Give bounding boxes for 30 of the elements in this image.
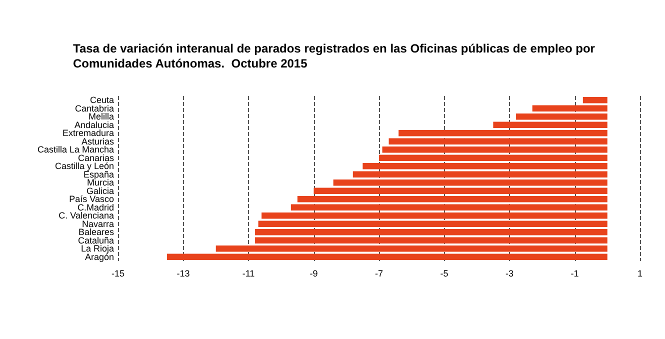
y-tick-label: Ceuta — [90, 95, 114, 106]
x-tick-label: -5 — [440, 268, 448, 278]
chart-title: Tasa de variación interanual de parados registrados en las Oficinas públicas de empleo por Comunidades Autónomas. Octubre 2015 — [73, 42, 596, 70]
x-tick-label: -1 — [570, 268, 579, 278]
y-tick-label: España — [83, 169, 114, 180]
y-tick-label: País Vasco — [69, 194, 114, 204]
y-tick-label: Murcia — [86, 178, 114, 188]
y-tick-label: Extremadura — [62, 128, 114, 138]
x-tick-label: -9 — [310, 268, 318, 278]
y-tick-label: Cataluña — [78, 235, 114, 246]
y-tick-label: Cantabria — [74, 103, 114, 114]
y-tick-label: Galicia — [86, 186, 114, 196]
y-tick-label: C. Valenciana — [58, 210, 114, 221]
y-tick-label: Melilla — [88, 112, 114, 122]
y-tick-label: Andalucia — [74, 120, 114, 130]
x-tick-label: 1 — [637, 268, 643, 278]
y-tick-label: Navarra — [82, 218, 114, 229]
y-tick-label: Canarias — [78, 152, 114, 163]
y-tick-label: Asturias — [81, 136, 114, 146]
y-tick-label: La Rioja — [80, 244, 114, 254]
y-tick-label: Baleares — [78, 227, 114, 238]
y-tick-label: C.Madrid — [77, 202, 114, 212]
x-tick-label: -13 — [176, 268, 190, 278]
x-tick-label: -15 — [111, 268, 125, 278]
x-tick-label: -3 — [505, 268, 514, 278]
y-tick-label: Castilla La Mancha — [37, 144, 114, 155]
x-tick-label: -11 — [242, 268, 255, 278]
y-tick-label: Aragón — [84, 252, 114, 262]
x-tick-label: -7 — [374, 268, 384, 278]
y-tick-label: Castilla y León — [54, 161, 114, 172]
